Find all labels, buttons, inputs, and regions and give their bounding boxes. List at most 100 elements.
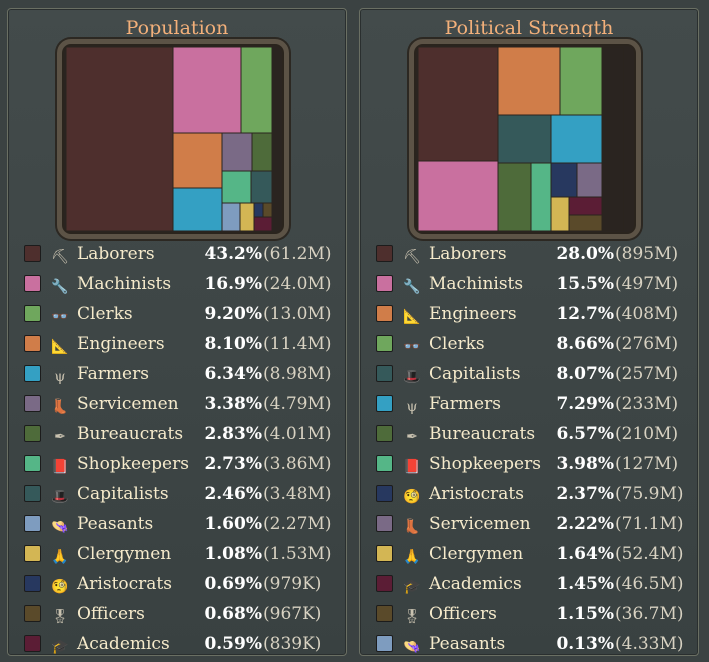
legend-row-laborers[interactable]: ⛏ Laborers 28.0% (895M) [372,239,692,269]
treemap-tile[interactable] [418,160,499,231]
color-swatch [24,455,41,472]
legend-row-clerks[interactable]: 👓 Clerks 9.20% (13.0M) [20,299,340,329]
legend-row-servicemen[interactable]: 👢 Servicemen 3.38% (4.79M) [20,389,340,419]
absolute-value: (127M) [615,454,679,474]
legend-row-capitalists[interactable]: 🎩 Capitalists 2.46% (3.48M) [20,479,340,509]
legend-row-bureaucrats[interactable]: ✒ Bureaucrats 6.57% (210M) [372,419,692,449]
treemap-tile[interactable] [262,202,272,218]
treemap-tile[interactable] [253,202,264,218]
absolute-value: (3.86M) [263,454,332,474]
treemap-tile[interactable] [530,162,552,231]
treemap-tile[interactable] [221,170,252,204]
mortarboard-icon: 🎓 [51,639,69,655]
monocle-icon: 🧐 [403,489,421,505]
legend-row-engineers[interactable]: 📐 Engineers 12.7% (408M) [372,299,692,329]
legend-row-servicemen[interactable]: 👢 Servicemen 2.22% (71.1M) [372,509,692,539]
treemap-tile[interactable] [221,202,241,231]
pop-type-name: Machinists [429,274,524,294]
absolute-value: (46.5M) [615,574,684,594]
color-swatch [376,485,393,502]
population-legend: ⛏ Laborers 43.2% (61.2M) 🔧 Machinists 16.9% (24… [20,239,340,659]
legend-row-engineers[interactable]: 📐 Engineers 8.10% (11.4M) [20,329,340,359]
legend-row-machinists[interactable]: 🔧 Machinists 16.9% (24.0M) [20,269,340,299]
political-strength-treemap[interactable] [418,47,624,231]
legend-row-shopkeepers[interactable]: 📕 Shopkeepers 2.73% (3.86M) [20,449,340,479]
percentage-value: 6.57% [556,424,614,444]
glasses-icon: 👓 [51,309,69,325]
panel-title-political-strength: Political Strength [444,17,614,39]
praying-hands-icon: 🙏 [51,549,69,565]
absolute-value: (13.0M) [263,304,332,324]
legend-row-academics[interactable]: 🎓 Academics 0.59% (839K) [20,629,340,659]
legend-row-farmers[interactable]: ψ Farmers 6.34% (8.98M) [20,359,340,389]
pop-type-name: Bureaucrats [429,424,536,444]
legend-row-officers[interactable]: 🎖 Officers 1.15% (36.7M) [372,599,692,629]
pitchfork-icon: ψ [54,369,66,385]
pop-type-name: Servicemen [77,394,179,414]
treemap-tile[interactable] [240,47,272,134]
population-treemap[interactable] [66,47,272,231]
absolute-value: (210M) [615,424,679,444]
color-swatch [376,605,393,622]
treemap-tile[interactable] [568,214,603,231]
treemap-tile[interactable] [172,47,242,134]
legend-row-machinists[interactable]: 🔧 Machinists 15.5% (497M) [372,269,692,299]
treemap-tile[interactable] [172,187,223,231]
absolute-value: (979K) [263,574,322,594]
color-swatch [376,575,393,592]
legend-row-shopkeepers[interactable]: 📕 Shopkeepers 3.98% (127M) [372,449,692,479]
monocle-icon: 🧐 [51,579,69,595]
pop-type-name: Machinists [77,274,172,294]
treemap-tile[interactable] [172,132,223,189]
treemap-tile[interactable] [418,47,499,162]
treemap-tile[interactable] [253,216,272,231]
absolute-value: (839K) [263,634,322,654]
legend-row-aristocrats[interactable]: 🧐 Aristocrats 0.69% (979K) [20,569,340,599]
treemap-tile[interactable] [576,162,603,198]
treemap-tile[interactable] [497,47,561,116]
treemap-tile[interactable] [250,170,272,204]
political-strength-treemap-svg[interactable] [418,47,624,231]
treemap-tile[interactable] [239,202,255,231]
treemap-tile[interactable] [550,114,603,164]
absolute-value: (24.0M) [263,274,332,294]
treemap-tile[interactable] [251,132,272,172]
color-swatch [376,455,393,472]
legend-row-clergymen[interactable]: 🙏 Clergymen 1.64% (52.4M) [372,539,692,569]
treemap-tile[interactable] [559,47,603,116]
treemap-tile[interactable] [601,47,624,231]
treemap-tile[interactable] [66,47,174,231]
treemap-tile[interactable] [221,132,253,172]
treemap-tile[interactable] [550,196,570,231]
ledger-icon: 📕 [403,459,421,475]
pop-type-name: Officers [77,604,145,624]
treemap-tile[interactable] [568,196,603,216]
treemap-tile[interactable] [497,162,532,231]
legend-row-laborers[interactable]: ⛏ Laborers 43.2% (61.2M) [20,239,340,269]
legend-row-farmers[interactable]: ψ Farmers 7.29% (233M) [372,389,692,419]
population-panel: Population ⛏ Laborers 43.2% (61.2M) 🔧 Machini… [7,8,347,656]
legend-row-capitalists[interactable]: 🎩 Capitalists 8.07% (257M) [372,359,692,389]
legend-row-peasants[interactable]: 👒 Peasants 0.13% (4.33M) [372,629,692,659]
legend-row-bureaucrats[interactable]: ✒ Bureaucrats 2.83% (4.01M) [20,419,340,449]
treemap-tile[interactable] [497,114,552,164]
shovel-icon: ⛏ [51,249,69,265]
straw-hat-icon: 👒 [51,519,69,535]
legend-row-aristocrats[interactable]: 🧐 Aristocrats 2.37% (75.9M) [372,479,692,509]
pop-type-name: Engineers [77,334,165,354]
legend-row-academics[interactable]: 🎓 Academics 1.45% (46.5M) [372,569,692,599]
percentage-value: 2.22% [556,514,614,534]
treemap-tile[interactable] [550,162,578,198]
praying-hands-icon: 🙏 [403,549,421,565]
top-hat-icon: 🎩 [51,489,69,505]
legend-row-peasants[interactable]: 👒 Peasants 1.60% (2.27M) [20,509,340,539]
population-treemap-svg[interactable] [66,47,272,231]
percentage-value: 9.20% [204,304,262,324]
pop-type-name: Peasants [429,634,506,654]
color-swatch [376,365,393,382]
percentage-value: 3.38% [204,394,262,414]
legend-row-clerks[interactable]: 👓 Clerks 8.66% (276M) [372,329,692,359]
legend-row-officers[interactable]: 🎖 Officers 0.68% (967K) [20,599,340,629]
legend-row-clergymen[interactable]: 🙏 Clergymen 1.08% (1.53M) [20,539,340,569]
percentage-value: 1.60% [204,514,262,534]
